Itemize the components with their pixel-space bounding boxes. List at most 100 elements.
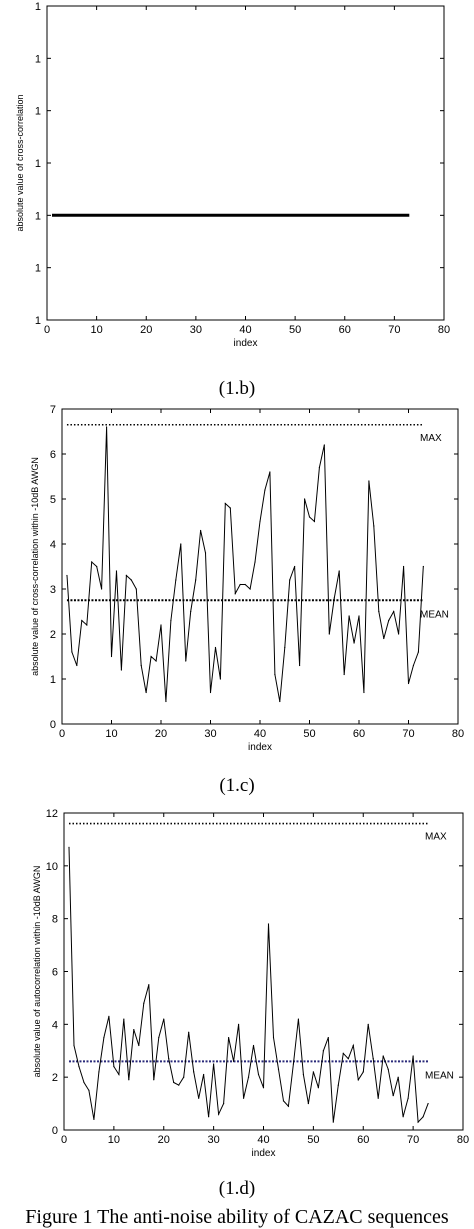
data-point (272, 1036, 275, 1039)
x-tick-label: 20 (155, 728, 167, 740)
plot-frame (61, 408, 459, 725)
data-point (292, 1063, 295, 1065)
caption-1b: (1.b) (218, 378, 256, 399)
y-tick-label: 8 (52, 914, 58, 926)
y-tick-label: 1 (35, 158, 41, 170)
data-point (367, 1023, 369, 1025)
data-point (81, 619, 83, 622)
data-point (318, 466, 320, 469)
x-tick-label: 40 (254, 728, 266, 740)
data-point (175, 579, 177, 581)
y-tick-label: 1 (50, 674, 56, 686)
mean-annotation: MEAN (420, 609, 449, 620)
data-point (289, 579, 291, 581)
data-point (372, 1058, 374, 1060)
data-point (190, 610, 192, 613)
y-tick-label: 1 (35, 1, 41, 13)
x-tick-label: 40 (257, 1134, 269, 1146)
data-point (284, 646, 286, 649)
data-point (312, 1071, 314, 1073)
data-point (287, 1105, 290, 1107)
data-point (417, 651, 419, 653)
data-point (178, 1084, 180, 1086)
data-point (368, 480, 370, 482)
plot-frame (46, 5, 445, 321)
data-point (158, 1036, 160, 1039)
caption-1d: (1.d) (218, 1178, 256, 1199)
data-point (110, 655, 113, 658)
y-tick-label: 1 (35, 263, 41, 275)
data-point (183, 1076, 185, 1078)
data-point (363, 691, 365, 694)
data-point (133, 1029, 135, 1031)
data-point (328, 633, 330, 635)
max-annotation: MAX (420, 433, 442, 444)
data-point (348, 615, 350, 617)
y-tick-label: 3 (50, 584, 56, 596)
data-point (392, 1095, 394, 1097)
data-point (188, 1031, 190, 1033)
data-point (417, 1121, 419, 1123)
data-point (352, 1044, 354, 1047)
data-point (378, 610, 380, 613)
data-point (234, 592, 236, 595)
data-point (353, 642, 355, 644)
data-point (338, 570, 340, 572)
data-point (198, 1097, 200, 1099)
y-tick-label: 1 (35, 315, 41, 327)
data-point (252, 1044, 255, 1047)
data-point (277, 1068, 280, 1070)
data-point (398, 633, 400, 635)
y-tick-label: 6 (52, 967, 58, 979)
data-point (68, 846, 70, 848)
data-point (332, 1121, 334, 1123)
data-point (239, 583, 241, 586)
data-point (229, 507, 231, 509)
data-point (98, 1071, 100, 1073)
x-tick-label: 80 (438, 324, 450, 336)
data-point (71, 651, 73, 653)
data-point (302, 1073, 304, 1076)
data-point (160, 624, 162, 626)
data-point (148, 984, 150, 986)
x-tick-label: 30 (190, 324, 202, 336)
x-tick-label: 20 (158, 1134, 170, 1146)
x-tick-label: 30 (204, 728, 216, 740)
y-tick-label: 7 (50, 404, 56, 416)
y-axis-label: absolute value of cross-correlation (15, 94, 25, 231)
data-point (382, 1055, 384, 1057)
data-point (269, 471, 271, 473)
data-point (209, 691, 212, 694)
y-axis-label: absolute value of autocorrelation within… (32, 866, 42, 1078)
data-point (427, 1102, 429, 1105)
data-point (259, 520, 261, 523)
data-point (213, 1063, 215, 1065)
data-point (237, 1023, 240, 1025)
figure-caption: Figure 1 The anti-noise ability of CAZAC… (25, 1206, 449, 1228)
data-point (218, 1113, 220, 1115)
x-tick-label: 70 (402, 728, 414, 740)
series-line-0 (68, 847, 429, 1124)
y-axis-label: absolute value of cross-correlation with… (30, 457, 40, 676)
data-point (227, 1036, 230, 1039)
x-tick-label: 70 (407, 1134, 419, 1146)
data-point (83, 1081, 85, 1084)
y-tick-label: 4 (50, 539, 56, 551)
data-point (262, 1087, 265, 1089)
data-point (153, 1079, 155, 1081)
data-point (402, 1116, 404, 1118)
data-point (73, 1044, 75, 1047)
data-point (118, 1073, 120, 1076)
data-point (308, 516, 311, 518)
data-point (282, 1100, 285, 1102)
data-point (342, 1052, 344, 1054)
data-point (422, 1116, 424, 1118)
data-point (257, 1073, 260, 1076)
data-point (274, 673, 276, 676)
data-point (388, 619, 390, 622)
data-point (214, 646, 217, 649)
data-point (377, 1097, 379, 1099)
data-point (358, 615, 360, 617)
data-point (357, 1079, 359, 1081)
